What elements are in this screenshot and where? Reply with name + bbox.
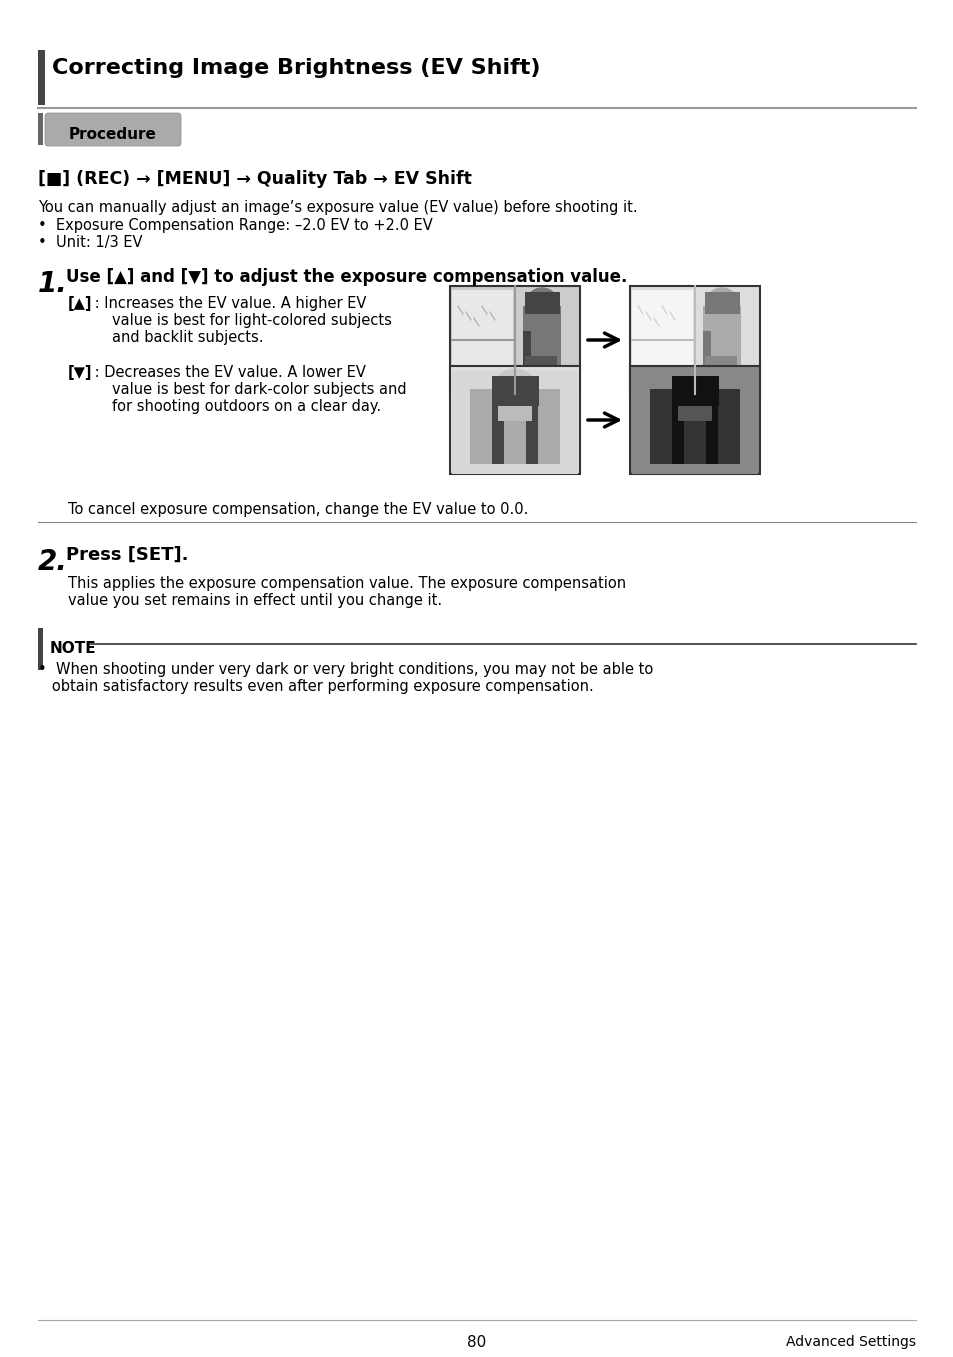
Bar xyxy=(450,286,579,394)
Text: Advanced Settings: Advanced Settings xyxy=(785,1335,915,1349)
Bar xyxy=(671,376,719,406)
Bar xyxy=(524,292,559,313)
Text: •  When shooting under very dark or very bright conditions, you may not be able : • When shooting under very dark or very … xyxy=(38,662,653,677)
Circle shape xyxy=(672,369,717,413)
Bar xyxy=(38,628,43,670)
Text: Use [▲] and [▼] to adjust the exposure compensation value.: Use [▲] and [▼] to adjust the exposure c… xyxy=(66,267,627,286)
Text: •  Unit: 1/3 EV: • Unit: 1/3 EV xyxy=(38,235,142,250)
Bar xyxy=(38,50,45,104)
Bar xyxy=(705,404,718,464)
Bar xyxy=(702,305,740,385)
Text: value is best for light-colored subjects: value is best for light-colored subjects xyxy=(112,313,392,328)
FancyBboxPatch shape xyxy=(45,113,181,147)
Bar xyxy=(522,331,531,385)
Text: value you set remains in effect until you change it.: value you set remains in effect until yo… xyxy=(68,593,441,608)
Circle shape xyxy=(493,369,537,413)
Bar xyxy=(450,366,579,474)
Bar xyxy=(452,370,578,474)
Bar xyxy=(38,113,43,145)
Bar xyxy=(649,389,740,464)
Bar xyxy=(704,292,740,313)
Text: Press [SET].: Press [SET]. xyxy=(66,546,189,565)
Bar xyxy=(452,290,513,394)
Bar xyxy=(492,376,538,406)
Text: and backlit subjects.: and backlit subjects. xyxy=(112,330,263,345)
Bar xyxy=(631,290,692,394)
Bar xyxy=(497,406,532,421)
Text: for shooting outdoors on a clear day.: for shooting outdoors on a clear day. xyxy=(112,399,381,414)
Text: 80: 80 xyxy=(467,1335,486,1350)
Text: Procedure: Procedure xyxy=(69,128,157,142)
Text: This applies the exposure compensation value. The exposure compensation: This applies the exposure compensation v… xyxy=(68,575,625,592)
Bar xyxy=(501,381,527,402)
Text: value is best for dark-color subjects and: value is best for dark-color subjects an… xyxy=(112,383,406,398)
Text: Correcting Image Brightness (EV Shift): Correcting Image Brightness (EV Shift) xyxy=(52,58,540,77)
Text: : Decreases the EV value. A lower EV: : Decreases the EV value. A lower EV xyxy=(90,365,366,380)
Text: •  Exposure Compensation Range: –2.0 EV to +2.0 EV: • Exposure Compensation Range: –2.0 EV t… xyxy=(38,218,433,233)
Bar xyxy=(702,331,710,385)
Bar xyxy=(671,404,683,464)
Text: You can manually adjust an image’s exposure value (EV value) before shooting it.: You can manually adjust an image’s expos… xyxy=(38,199,637,214)
Bar xyxy=(678,406,711,421)
Text: [■] (REC) → [MENU] → Quality Tab → EV Shift: [■] (REC) → [MENU] → Quality Tab → EV Sh… xyxy=(38,170,472,189)
Bar xyxy=(704,356,737,385)
Bar xyxy=(492,404,503,464)
Bar xyxy=(525,404,537,464)
Bar xyxy=(524,356,557,385)
Text: To cancel exposure compensation, change the EV value to 0.0.: To cancel exposure compensation, change … xyxy=(68,502,528,517)
Circle shape xyxy=(705,288,738,320)
Circle shape xyxy=(525,288,558,320)
Bar xyxy=(522,305,560,385)
Bar xyxy=(631,370,758,474)
Bar xyxy=(681,381,707,402)
Bar xyxy=(629,286,760,394)
Text: 1.: 1. xyxy=(38,270,68,299)
Text: obtain satisfactory results even after performing exposure compensation.: obtain satisfactory results even after p… xyxy=(38,678,593,693)
Bar xyxy=(629,366,760,474)
Text: 2.: 2. xyxy=(38,548,68,575)
Text: [▼]: [▼] xyxy=(68,365,92,380)
Text: NOTE: NOTE xyxy=(50,641,96,655)
Bar xyxy=(470,389,559,464)
Text: : Increases the EV value. A higher EV: : Increases the EV value. A higher EV xyxy=(90,296,366,311)
Text: [▲]: [▲] xyxy=(68,296,92,311)
